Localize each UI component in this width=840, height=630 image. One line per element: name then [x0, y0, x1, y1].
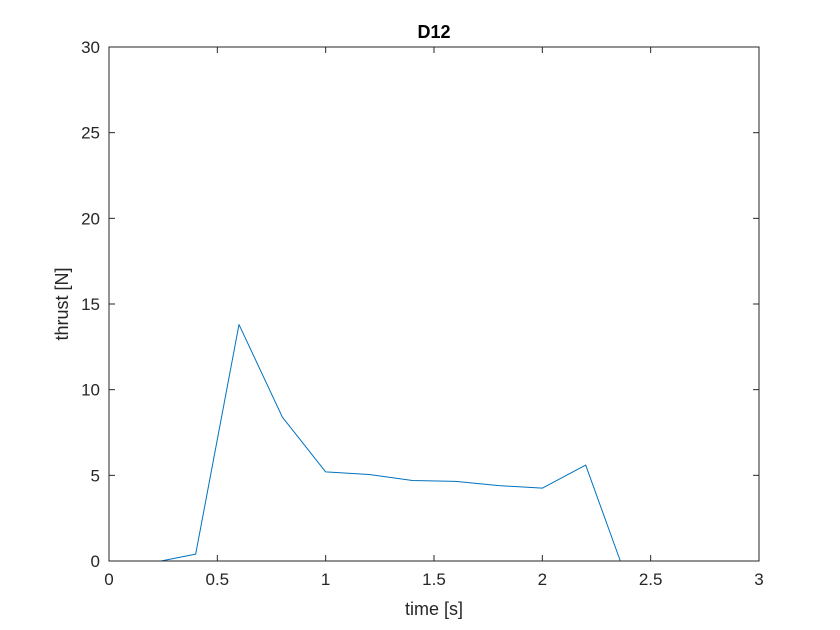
x-tick-label: 3	[754, 570, 763, 589]
y-tick-label: 5	[91, 466, 100, 485]
plot-area	[109, 47, 759, 561]
series-line	[160, 324, 621, 562]
y-tick-label: 25	[81, 124, 100, 143]
chart-title: D12	[417, 22, 450, 42]
x-axis-label: time [s]	[405, 599, 463, 619]
x-tick-label: 2	[538, 570, 547, 589]
x-tick-label: 0.5	[206, 570, 230, 589]
x-tick-label: 2.5	[639, 570, 663, 589]
x-tick-label: 1	[321, 570, 330, 589]
y-tick-label: 0	[91, 552, 100, 571]
series-layer	[160, 324, 621, 562]
x-axis-ticks: 0 0.5 1 1.5 2 2.5 3	[104, 47, 764, 589]
x-tick-label: 1.5	[422, 570, 446, 589]
y-tick-label: 20	[81, 209, 100, 228]
y-tick-label: 15	[81, 295, 100, 314]
y-axis-ticks: 0 5 10 15 20 25 30	[81, 38, 759, 571]
y-tick-label: 30	[81, 38, 100, 57]
x-tick-label: 0	[104, 570, 113, 589]
y-tick-label: 10	[81, 381, 100, 400]
y-axis-label: thrust [N]	[52, 267, 72, 340]
